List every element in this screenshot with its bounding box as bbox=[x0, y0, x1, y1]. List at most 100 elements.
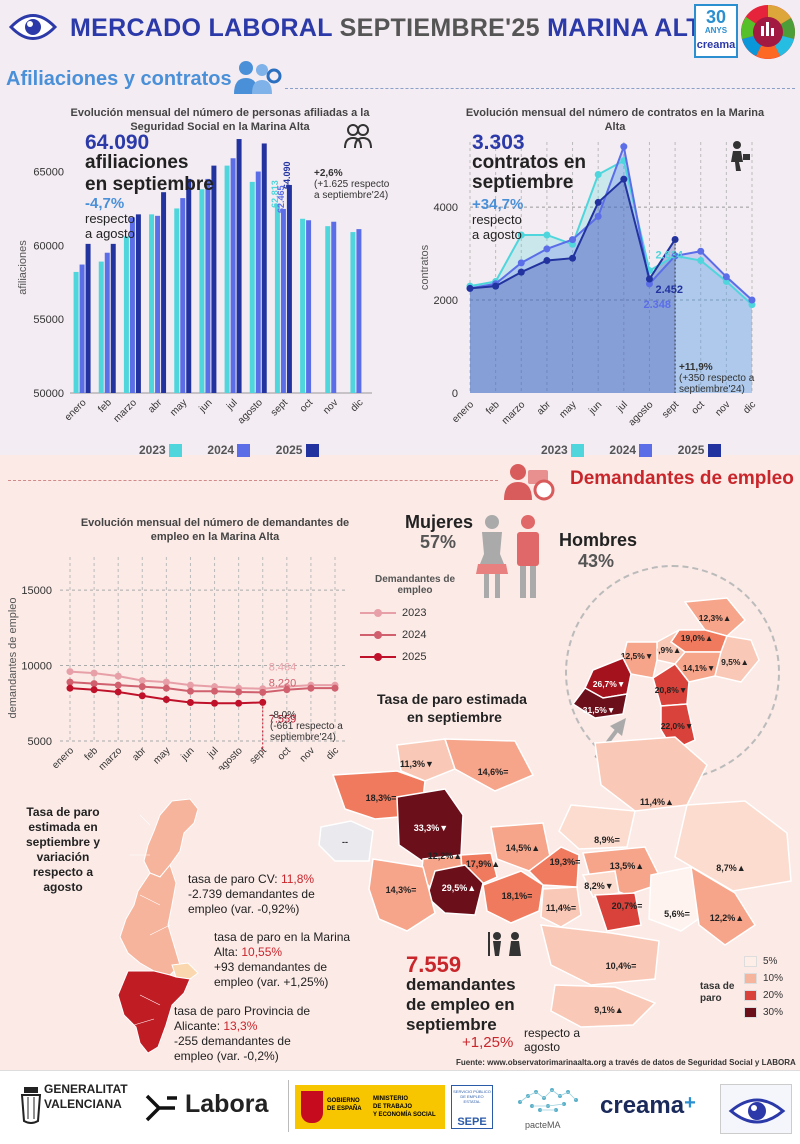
legend-2023: 2023 bbox=[541, 443, 568, 457]
y-tick-label: 0 bbox=[452, 388, 458, 400]
zoom-rate-label: 12,3%▲ bbox=[699, 613, 732, 623]
contracts-yoy-value: +11,9% bbox=[679, 362, 713, 373]
affil-yoy: +2,6% (+1.625 respecto a septiembre'24) bbox=[314, 168, 394, 201]
footer-divider bbox=[288, 1080, 289, 1132]
x-tick-label: dic bbox=[349, 397, 366, 414]
x-tick-label: jul bbox=[614, 399, 630, 415]
point-2025 bbox=[492, 282, 500, 290]
region-title-4: variación bbox=[36, 850, 90, 864]
point-2024 bbox=[235, 688, 243, 696]
contracts-change-l1: respecto bbox=[472, 212, 522, 227]
rate-label: 5,6%= bbox=[664, 909, 690, 919]
section-divider-2 bbox=[8, 480, 498, 481]
region-title-3: septiembre y bbox=[25, 835, 101, 849]
cv-line2: -2.739 demandantes de bbox=[188, 887, 315, 901]
bar-2024-jul bbox=[230, 158, 236, 393]
map-title-2: en septiembre bbox=[407, 709, 502, 725]
affil-yoy-value: +2,6% bbox=[314, 168, 343, 179]
people-icon bbox=[343, 122, 373, 150]
x-tick-label: oct bbox=[276, 745, 293, 762]
point-2023 bbox=[594, 171, 602, 179]
al-prefix2: Alicante: bbox=[174, 1019, 224, 1033]
map-title: Tasa de paro estimada en septiembre bbox=[377, 690, 527, 726]
gob-2: DE ESPAÑA bbox=[327, 1106, 362, 1112]
bar-2023-oct bbox=[300, 218, 306, 393]
jobseekers-yoy-note1: (-661 respecto a bbox=[270, 721, 343, 732]
municipality bbox=[550, 984, 657, 1028]
point-2025 bbox=[162, 696, 170, 703]
sepe-small: SERVICIO PÚBLICO DE EMPLEO ESTATAL bbox=[453, 1089, 491, 1104]
section-title-jobseekers: Demandantes de empleo bbox=[570, 468, 794, 489]
data-label-sept-2024: 8.220 bbox=[269, 677, 297, 689]
bar-2023-marzo bbox=[123, 236, 129, 393]
gv-name-1: GENERALITAT bbox=[44, 1082, 128, 1096]
x-tick-label: agosto bbox=[236, 397, 265, 426]
point-2023 bbox=[114, 672, 122, 680]
y-tick-label: 2000 bbox=[434, 295, 458, 307]
y-tick-label: 55000 bbox=[33, 314, 64, 326]
summary-label-1: demandantes bbox=[406, 975, 516, 994]
legend-label-2024: 2024 bbox=[402, 629, 427, 641]
x-tick-label: abr bbox=[130, 745, 148, 763]
bar-2024-agosto bbox=[255, 171, 261, 393]
area-2023 bbox=[470, 160, 752, 393]
contracts-yoy-note1: (+350 respecto a bbox=[679, 373, 755, 384]
badge-number: 30 bbox=[705, 7, 727, 27]
gob-1: GOBIERNO bbox=[327, 1098, 360, 1104]
legend-row-2024: 2024 bbox=[360, 624, 470, 646]
legend-2025: 2025 bbox=[275, 443, 303, 457]
bar-2025-enero bbox=[85, 243, 91, 393]
page-title: MERCADO LABORAL SEPTIEMBRE'25 MARINA ALT… bbox=[70, 14, 718, 43]
point-2024 bbox=[543, 245, 551, 253]
bar-2025-may bbox=[186, 178, 192, 393]
sepe-name: SEPE bbox=[457, 1116, 487, 1128]
summary-change-label-2: agosto bbox=[524, 1040, 561, 1054]
marina-alta-map: 11,3%▼ 14,6%= 18,3%= 33,3%▼ 11,4%▲ 8,9%= 12,2%… bbox=[318, 736, 792, 1028]
point-2023 bbox=[66, 668, 74, 676]
al-line2: -255 demandantes de bbox=[174, 1034, 291, 1048]
source-note: Fuente: www.observatorimarinaalta.org a … bbox=[456, 1058, 796, 1067]
point-2023 bbox=[543, 231, 551, 239]
men-pct: 43% bbox=[578, 551, 615, 571]
al-rate-line: Alicante: 13,3% bbox=[174, 1019, 354, 1034]
point-2023 bbox=[90, 669, 98, 677]
region-title-5: respecto a bbox=[32, 865, 94, 879]
municipality bbox=[674, 800, 792, 892]
justice-icon bbox=[487, 930, 527, 958]
point-2024 bbox=[114, 681, 122, 689]
affil-yoy-note1: (+1.625 respecto bbox=[314, 179, 390, 190]
point-2025 bbox=[569, 254, 577, 262]
legend-swatch-2023 bbox=[571, 444, 585, 458]
point-2024 bbox=[331, 684, 339, 692]
zoom-rate-label: 22,0%▼ bbox=[661, 721, 694, 731]
legend-label-2023: 2023 bbox=[402, 607, 427, 619]
cv-rate: 11,8% bbox=[280, 872, 315, 886]
zoom-municipality bbox=[714, 635, 760, 683]
area-2025 bbox=[470, 179, 676, 393]
municipality bbox=[690, 865, 757, 946]
gob-text: GOBIERNO DE ESPAÑA bbox=[327, 1097, 362, 1113]
cv-prefix: tasa de paro CV: bbox=[188, 872, 281, 886]
jobseekers-yoy-note2: septiembre'24) bbox=[270, 732, 336, 743]
point-2024 bbox=[569, 236, 577, 244]
municipality bbox=[593, 892, 642, 932]
rate-label: 17,9%▲ bbox=[466, 859, 500, 869]
contracts-big-value: 3.303 bbox=[472, 131, 525, 154]
map-legend-row: 20% bbox=[744, 987, 783, 1004]
zoom-rate-label: 31,5%▼ bbox=[583, 705, 616, 715]
point-2024 bbox=[66, 678, 74, 686]
x-tick-label: sept bbox=[269, 397, 290, 418]
min-text: MINISTERIO DE TRABAJO Y ECONOMÍA SOCIAL bbox=[373, 1095, 436, 1119]
zoom-rate-label: 12,5%▼ bbox=[621, 651, 654, 661]
affil-big-label1: afiliaciones bbox=[85, 152, 189, 173]
ma-line3: empleo (var. +1,25%) bbox=[214, 975, 329, 989]
legend-swatch-2024 bbox=[639, 444, 653, 458]
jobseekers-chart-title: Evolución mensual del número de demandan… bbox=[80, 517, 350, 543]
affil-bar-chart: 50000 55000 60000 65000 afiliaciones enero feb… bbox=[17, 139, 372, 426]
bar-2025-feb bbox=[110, 243, 116, 393]
spain-shield-icon bbox=[301, 1091, 323, 1123]
line-2023 bbox=[469, 159, 753, 306]
data-label-sept-2023: 62.813 bbox=[270, 180, 280, 208]
point-2025 bbox=[620, 175, 628, 183]
